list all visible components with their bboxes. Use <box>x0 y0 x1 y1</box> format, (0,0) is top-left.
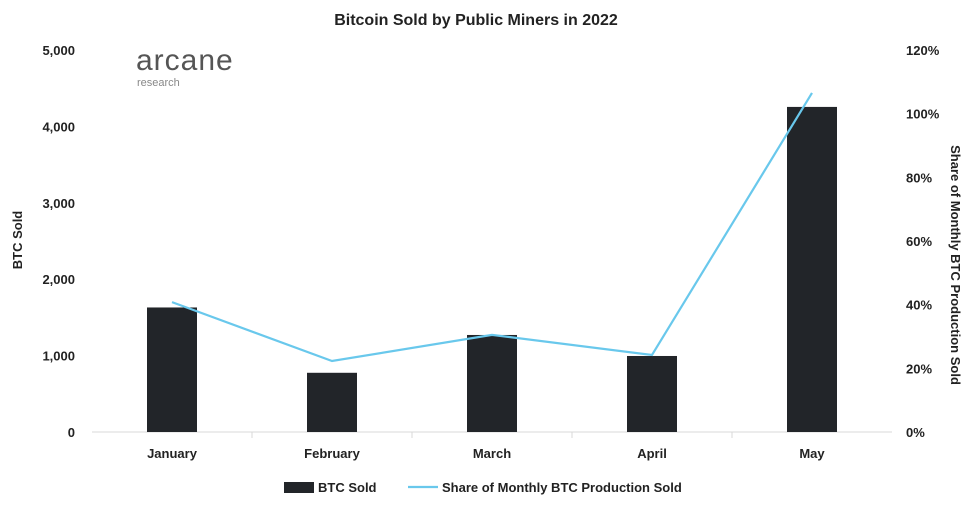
y-right-tick-label: 40% <box>906 298 932 313</box>
legend-bar-swatch <box>284 482 314 493</box>
share-line <box>171 92 813 363</box>
chart-title: Bitcoin Sold by Public Miners in 2022 <box>334 12 618 29</box>
y-tick-label: 3,000 <box>42 196 75 211</box>
logo-sub: research <box>137 77 180 89</box>
y-right-tick-label: 60% <box>906 234 932 249</box>
bar-february <box>307 372 357 432</box>
x-tick-label: March <box>473 446 511 461</box>
y-right-tick-label: 80% <box>906 170 932 185</box>
legend-line-label: Share of Monthly BTC Production Sold <box>442 480 682 495</box>
y-right-tick-label: 120% <box>906 43 940 58</box>
y-axis-label: BTC Sold <box>10 211 25 270</box>
y-right-tick-label: 20% <box>906 361 932 376</box>
x-tick-label: May <box>799 446 825 461</box>
bar-january <box>147 307 197 432</box>
logo-name: arcane <box>136 44 234 77</box>
x-tick-label: January <box>147 446 198 461</box>
x-tick-label: April <box>637 446 667 461</box>
y-tick-label: 2,000 <box>42 272 75 287</box>
y-right-tick-label: 100% <box>906 107 940 122</box>
bar-april <box>627 355 677 432</box>
legend-bar-label: BTC Sold <box>318 480 377 495</box>
y-tick-label: 5,000 <box>42 43 75 58</box>
y-tick-label: 4,000 <box>42 119 75 134</box>
x-tick-label: February <box>304 446 360 461</box>
arcane-logo: arcane research <box>136 44 234 89</box>
y-tick-label: 1,000 <box>42 349 75 364</box>
y-right-tick-label: 0% <box>906 425 925 440</box>
bar-march <box>467 334 517 432</box>
y-axis-right-label: Share of Monthly BTC Production Sold <box>948 145 963 385</box>
y-tick-label: 0 <box>68 425 75 440</box>
bar-may <box>787 106 837 432</box>
